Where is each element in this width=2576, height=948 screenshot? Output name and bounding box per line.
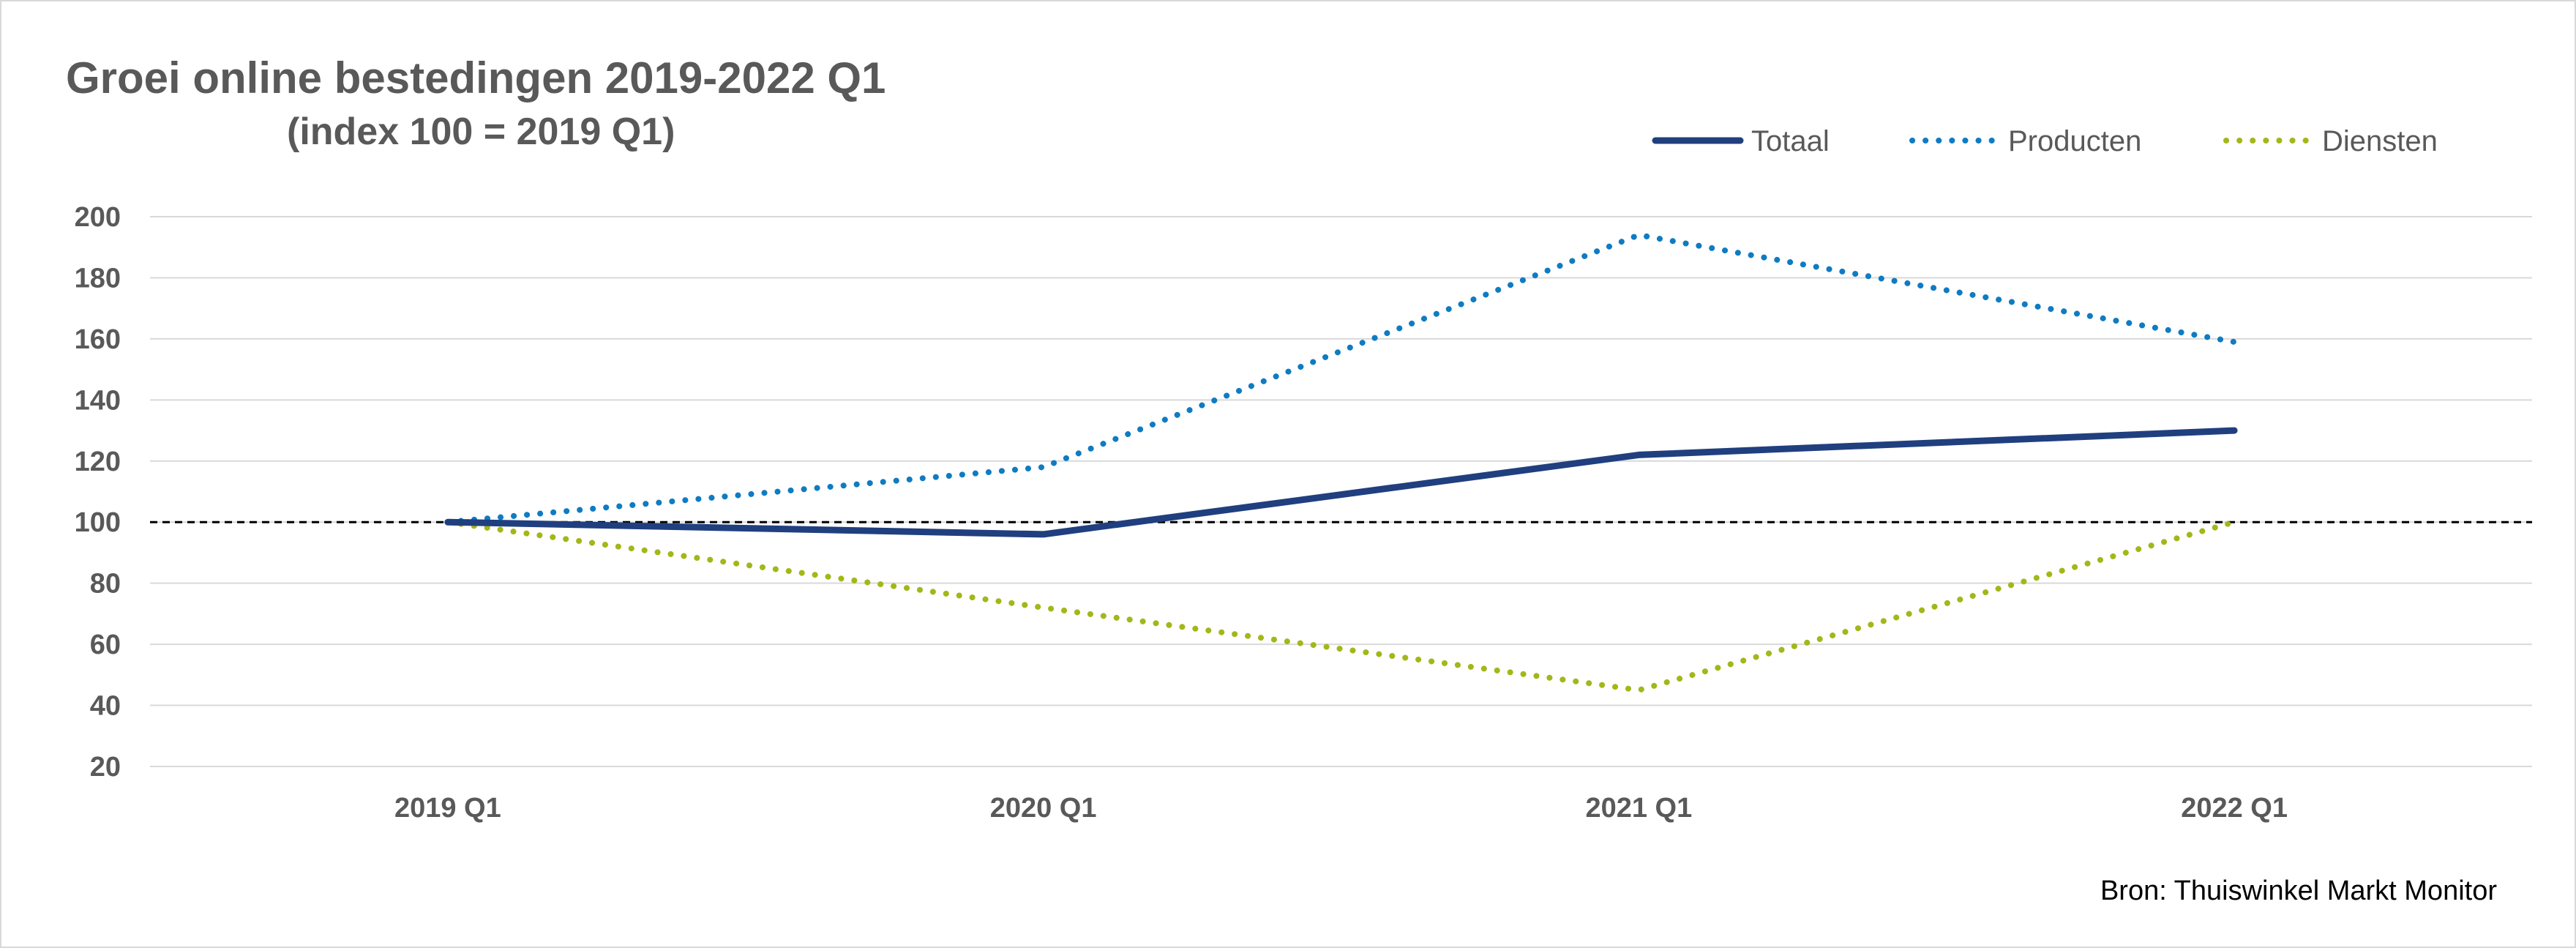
y-tick-label: 80 (90, 569, 121, 600)
y-tick-label: 160 (75, 324, 121, 355)
legend-label-totaal: Totaal (1751, 125, 1830, 157)
x-axis-ticks: 2019 Q1 2020 Q1 2021 Q1 2022 Q1 (394, 793, 2288, 824)
x-tick-label: 2021 Q1 (1585, 793, 1692, 824)
series-line-totaal (444, 427, 2238, 538)
y-tick-label: 200 (75, 202, 121, 233)
y-tick-label: 180 (75, 263, 121, 294)
gridlines (150, 216, 2532, 767)
y-tick-label: 20 (90, 752, 121, 783)
chart-title: Groei online bestedingen 2019-2022 Q1 (66, 53, 886, 102)
chart-subtitle: (index 100 = 2019 Q1) (287, 111, 675, 153)
y-axis-ticks: 20 40 60 80 100 120 140 160 180 200 (75, 202, 121, 783)
y-tick-label: 100 (75, 507, 121, 538)
legend-label-producten: Producten (2008, 125, 2141, 157)
y-tick-label: 140 (75, 385, 121, 416)
y-tick-label: 40 (90, 691, 121, 722)
x-tick-label: 2019 Q1 (394, 793, 501, 824)
x-tick-label: 2022 Q1 (2181, 793, 2288, 824)
legend: Totaal Producten Diensten (1652, 125, 2438, 157)
y-tick-label: 120 (75, 447, 121, 477)
y-tick-label: 60 (90, 630, 121, 660)
legend-label-diensten: Diensten (2322, 125, 2438, 157)
series-lines (444, 231, 2238, 693)
series-line-diensten (444, 519, 2238, 693)
x-tick-label: 2020 Q1 (990, 793, 1097, 824)
source-note: Bron: Thuiswinkel Markt Monitor (2100, 876, 2497, 906)
